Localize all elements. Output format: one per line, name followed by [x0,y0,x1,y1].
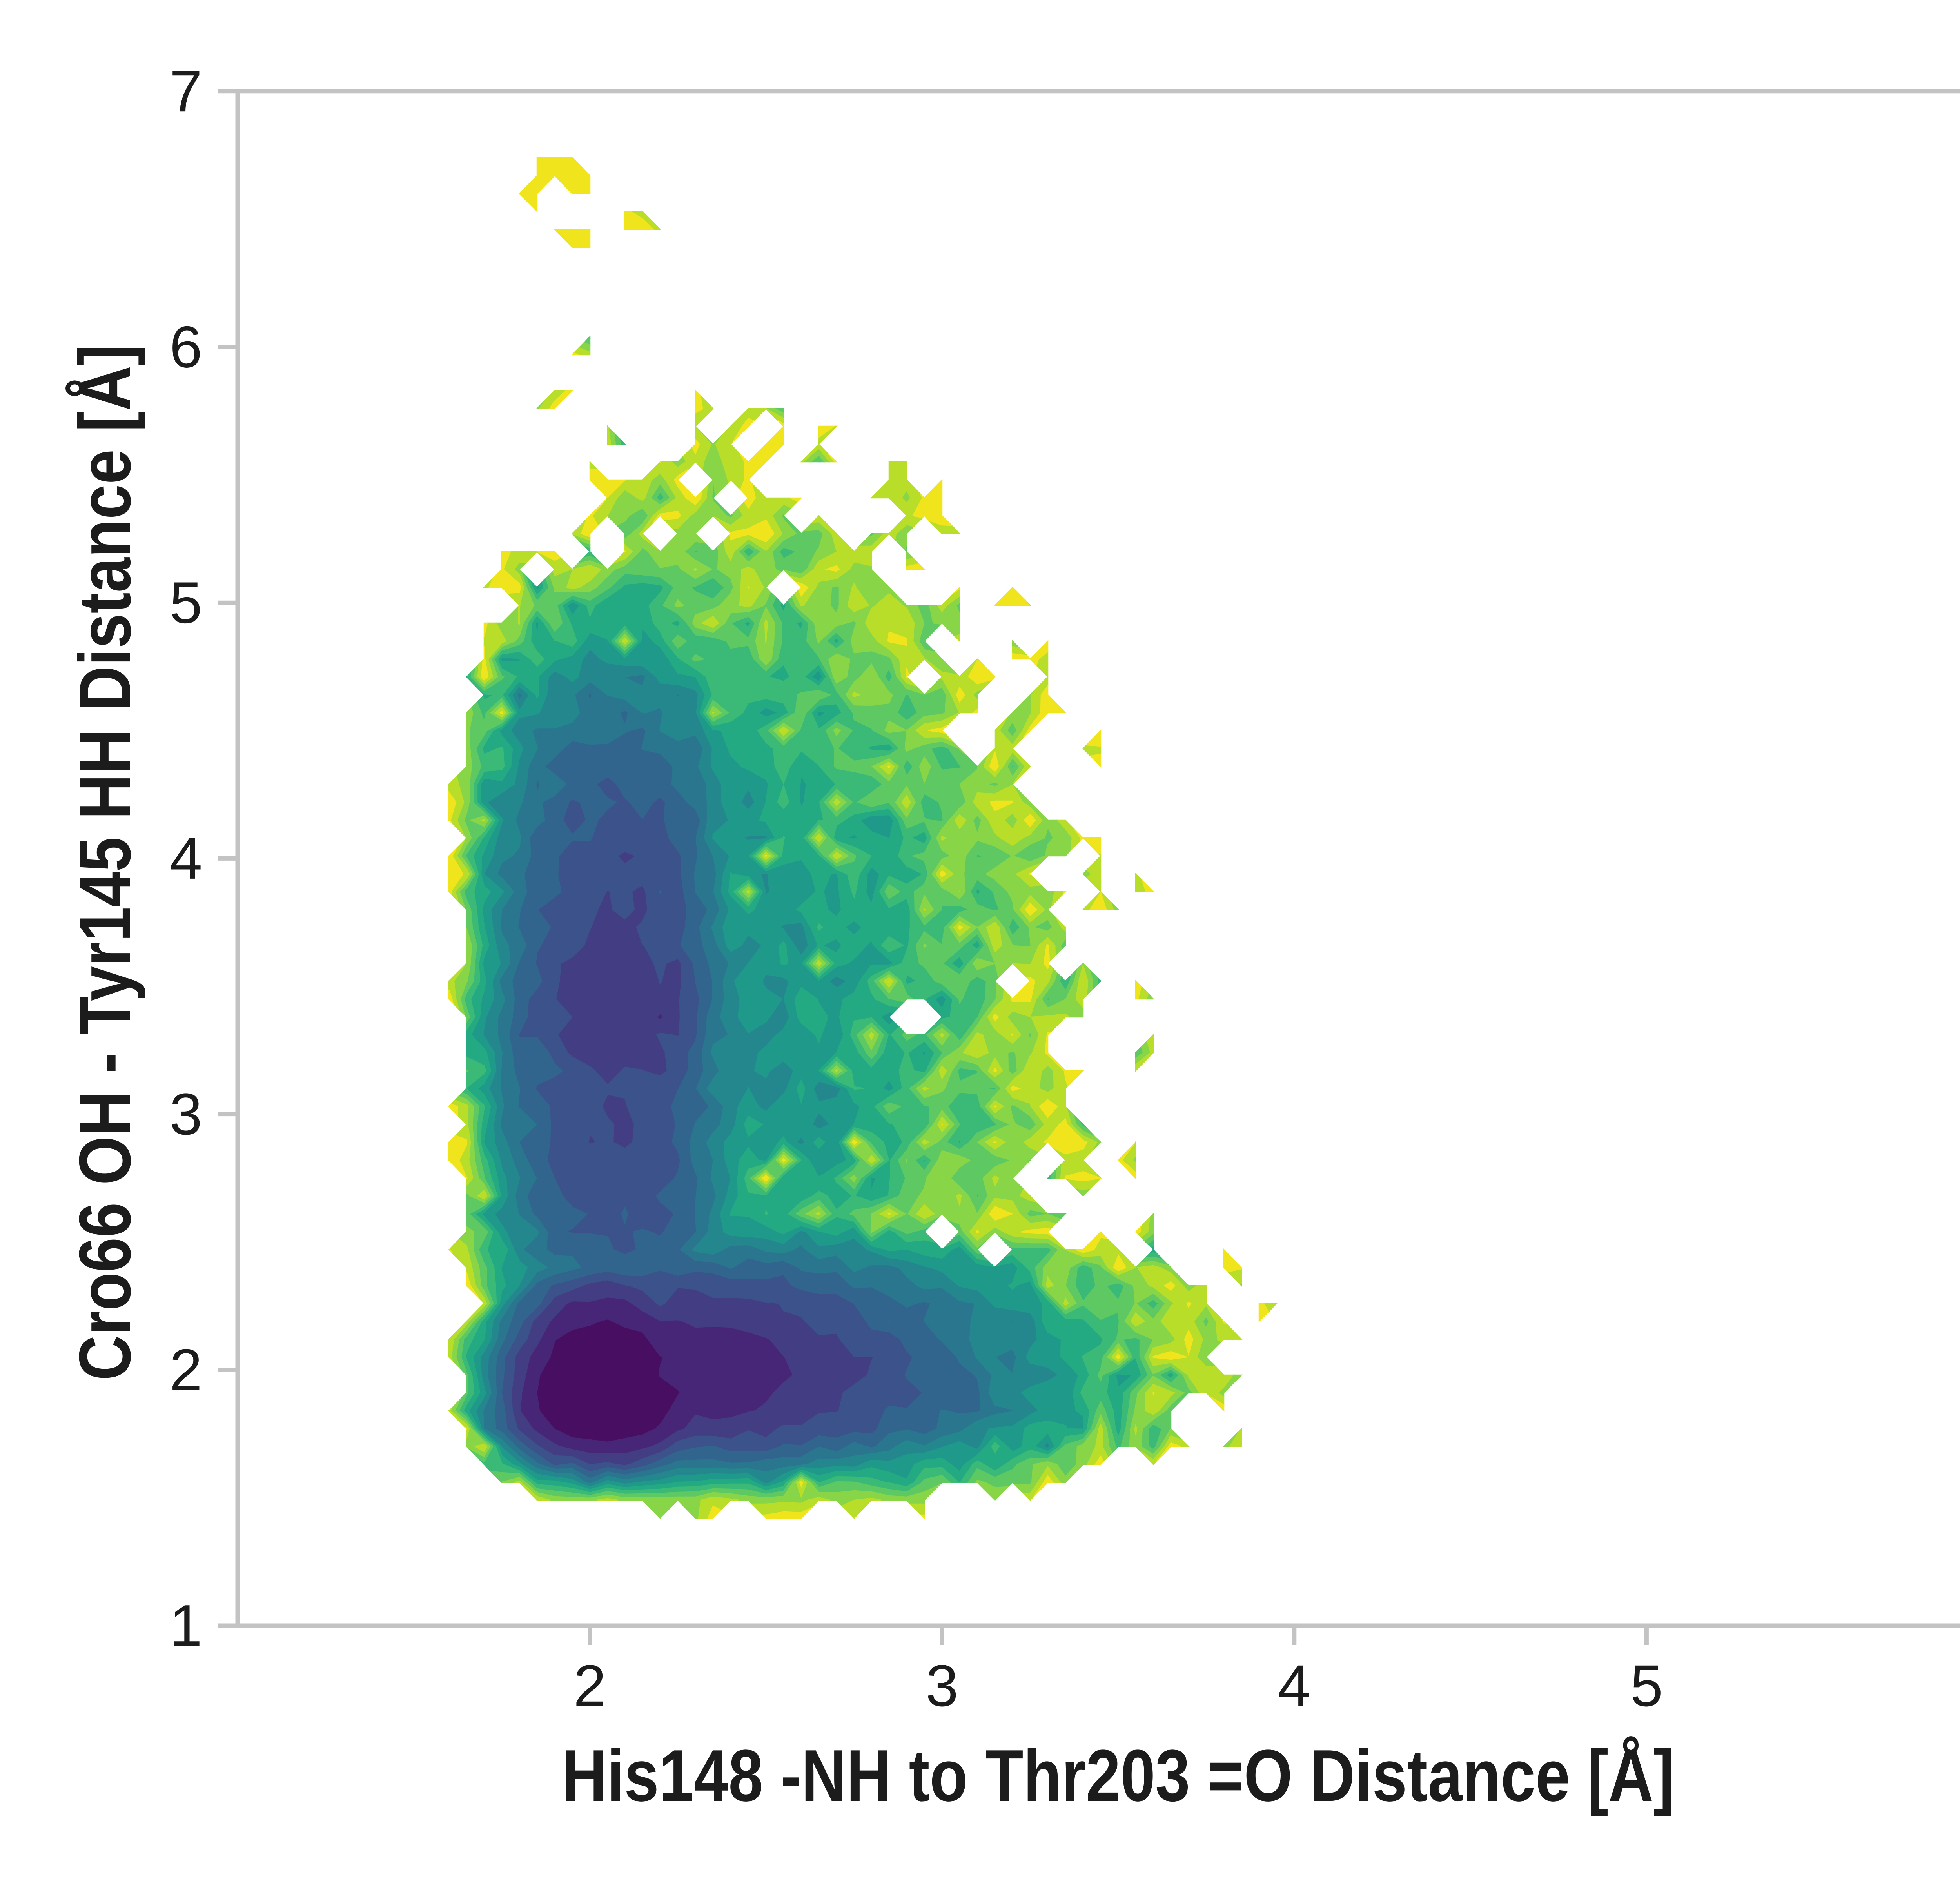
svg-text:7: 7 [170,58,202,124]
svg-text:His148 -NH to Thr203 =O Distan: His148 -NH to Thr203 =O Distance [Å] [562,1735,1674,1817]
svg-text:5: 5 [1630,1653,1663,1719]
svg-text:3: 3 [926,1653,958,1719]
svg-text:3: 3 [170,1081,202,1147]
svg-text:Cro66 OH - Tyr145 HH Distance: Cro66 OH - Tyr145 HH Distance [Å] [64,345,146,1381]
svg-text:4: 4 [170,825,202,891]
svg-text:5: 5 [170,570,202,636]
svg-text:1: 1 [170,1593,202,1659]
svg-text:2: 2 [170,1337,202,1402]
svg-text:4: 4 [1278,1653,1310,1719]
svg-text:6: 6 [170,314,202,380]
svg-text:2: 2 [573,1653,606,1719]
